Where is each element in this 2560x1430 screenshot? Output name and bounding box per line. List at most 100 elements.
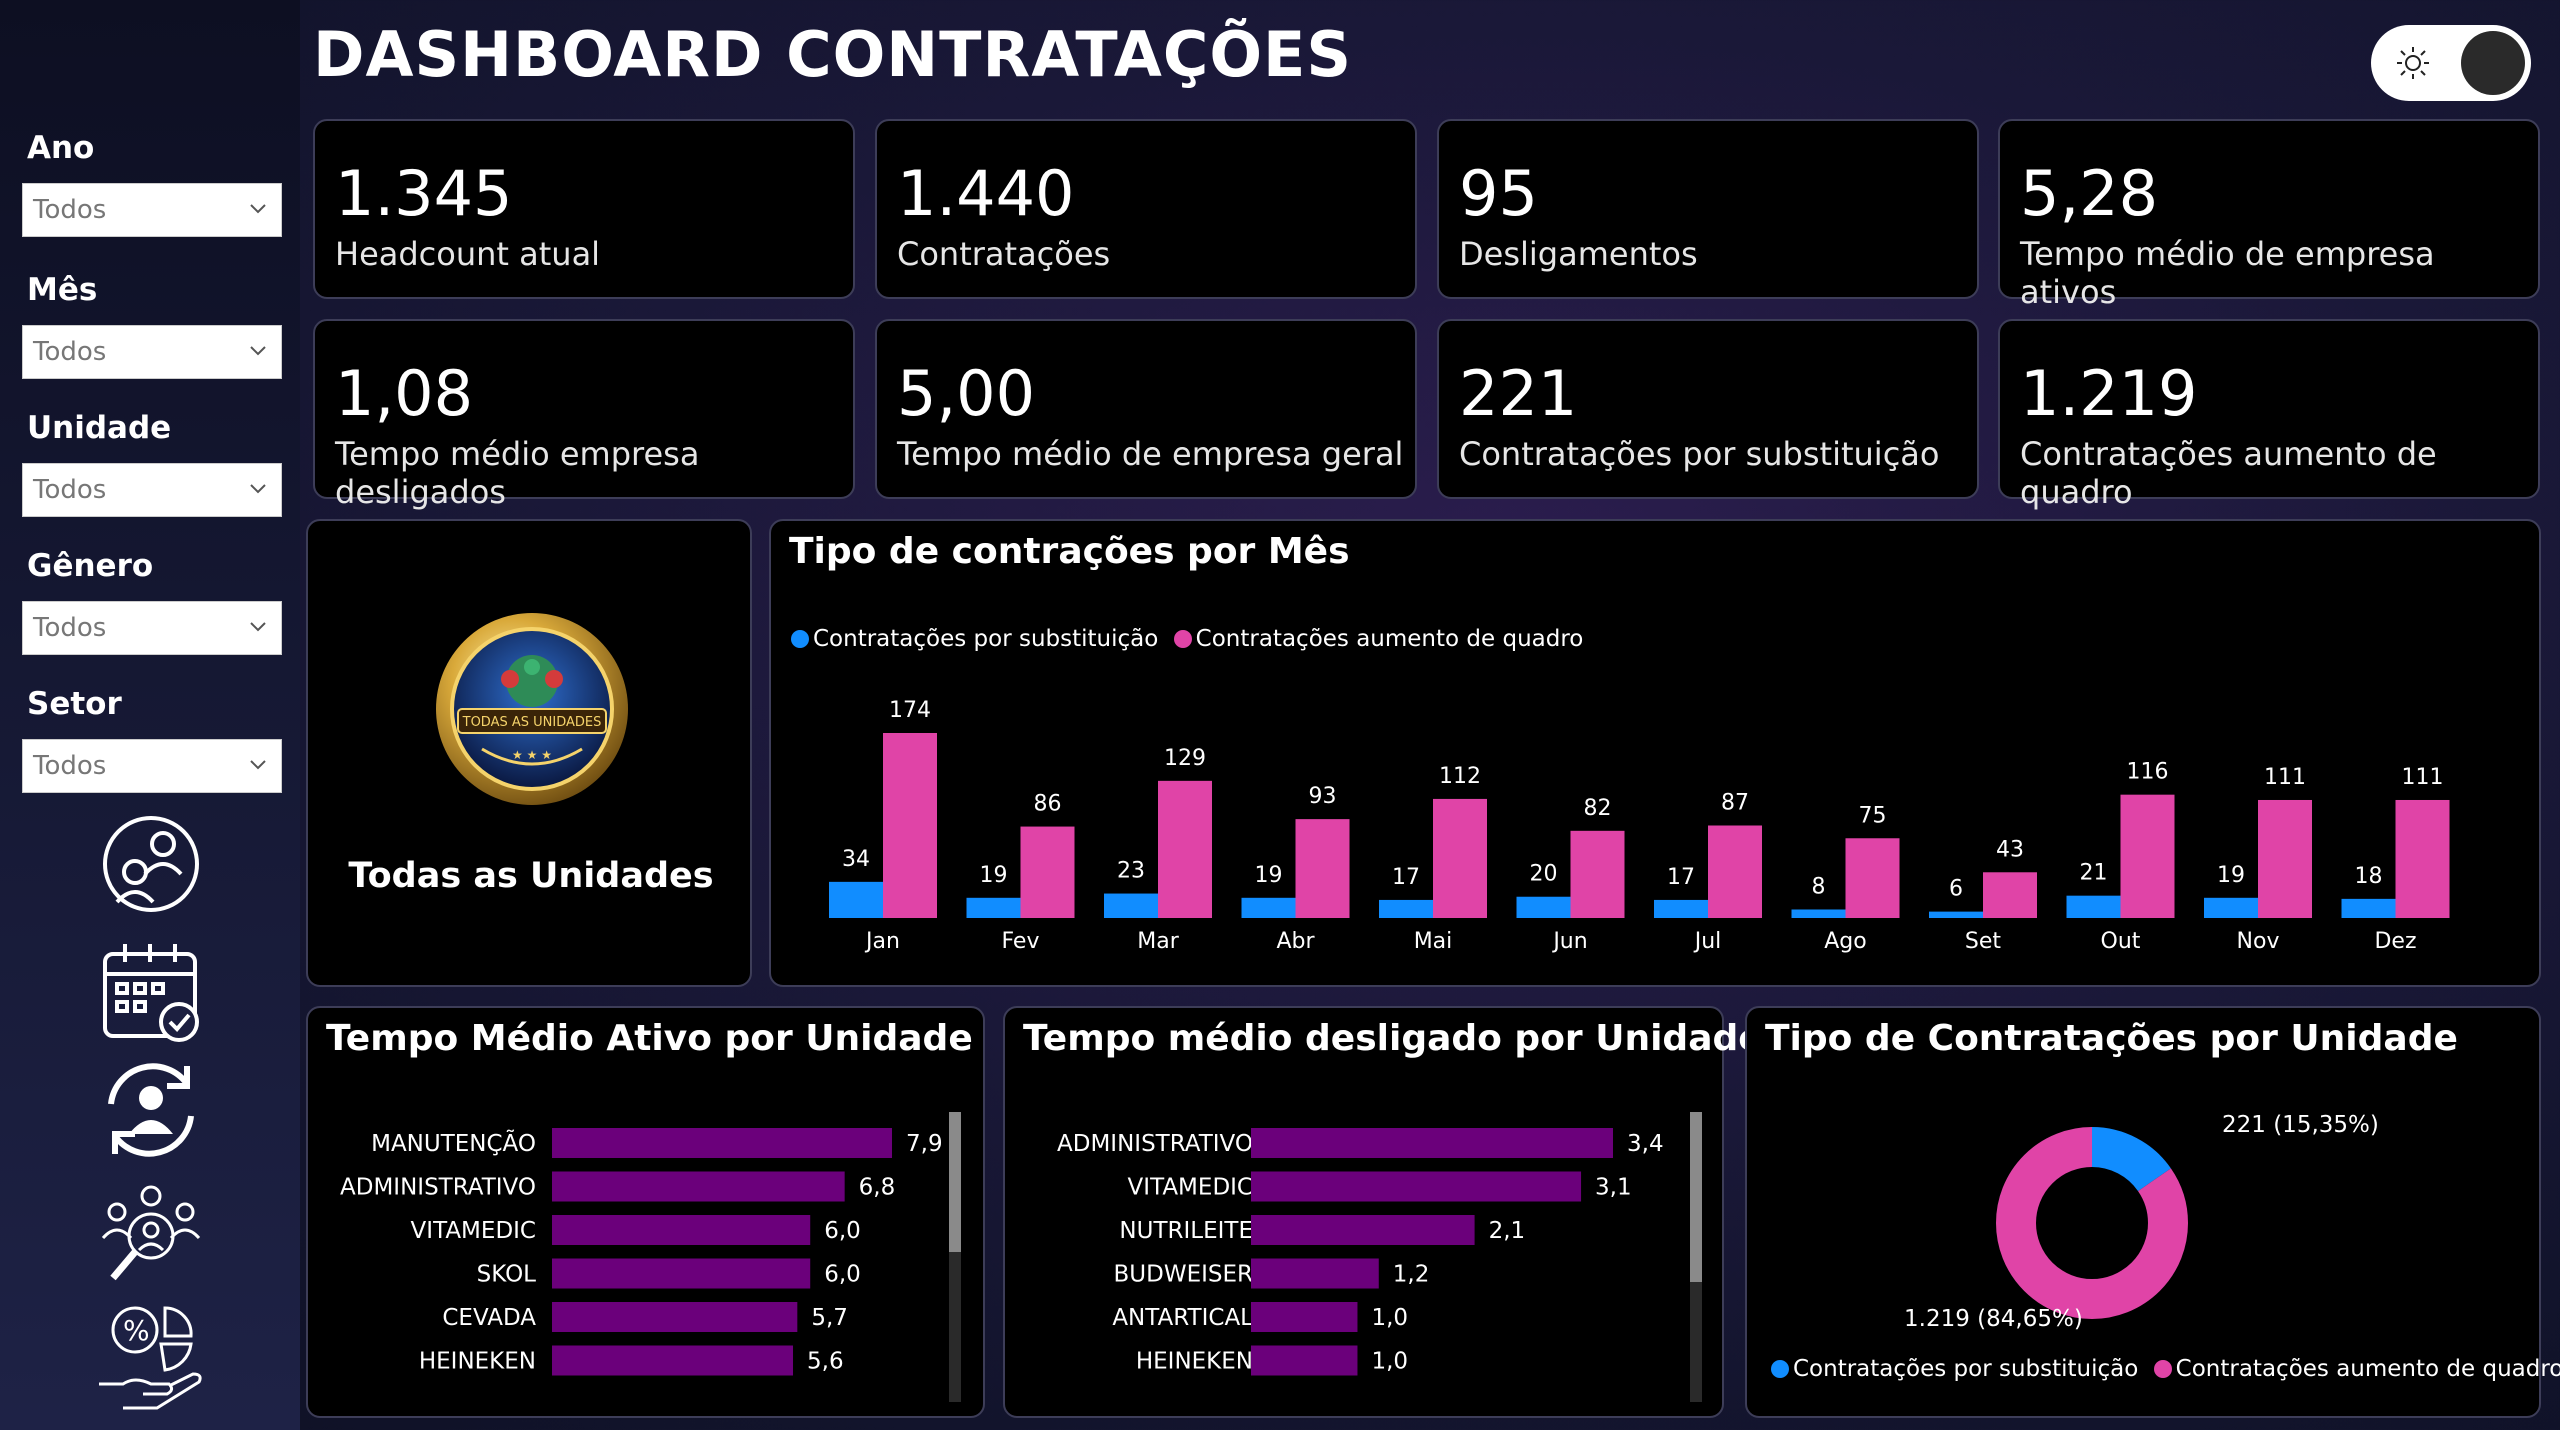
kpi-value: 1.440: [897, 157, 1075, 230]
percent-hand-icon[interactable]: %: [95, 1300, 207, 1412]
kpi-label: Tempo médio de empresa ativos: [2020, 235, 2435, 311]
theme-toggle[interactable]: [2371, 25, 2531, 101]
chevron-down-icon: [250, 760, 266, 770]
bar-cevada: [552, 1302, 798, 1332]
kpi-value: 5,00: [897, 357, 1036, 430]
data-label: 3,1: [1595, 1175, 1632, 1201]
x-tick-label: Jul: [1693, 929, 1722, 954]
data-label-aumento: 87: [1721, 791, 1749, 816]
data-label-substituicao: 19: [1255, 863, 1283, 888]
bar-nutrileite: [1251, 1215, 1475, 1245]
donut-label-aumento: 1.219 (84,65%): [1904, 1306, 2083, 1332]
x-tick-label: Mai: [1414, 929, 1453, 954]
people-cycle-icon[interactable]: [95, 808, 207, 920]
kpi-card-tempo-desligados: 1,08 Tempo médio empresa desligados: [313, 319, 855, 511]
x-tick-label: Jan: [864, 929, 900, 954]
kpi-value: 1,08: [335, 357, 474, 430]
filter-select-setor[interactable]: Todos: [22, 739, 282, 793]
calendar-check-icon[interactable]: [95, 936, 207, 1048]
bar-administrativo: [1251, 1128, 1613, 1158]
kpi-value: 221: [1459, 357, 1578, 430]
bar-manutenção: [552, 1128, 892, 1158]
unit-card[interactable]: TODAS AS UNIDADES ★ ★ ★ Todas as Unidade…: [306, 519, 752, 987]
team-search-icon[interactable]: [95, 1178, 207, 1290]
scrollbar-track[interactable]: [949, 1112, 961, 1402]
svg-text:%: %: [123, 1314, 150, 1347]
monthly-bar-chart: 34174Jan1986Fev23129Mar1993Abr17112Mai20…: [829, 698, 2450, 954]
x-tick-label: Mar: [1137, 929, 1179, 954]
data-label-substituicao: 6: [1949, 877, 1963, 902]
page-title: DASHBOARD CONTRATAÇÕES: [313, 18, 1353, 91]
category-label: VITAMEDIC: [411, 1218, 536, 1244]
filter-select-ano[interactable]: Todos: [22, 183, 282, 237]
bar-substituicao-set: [1929, 911, 1983, 918]
bar-vitamedic: [552, 1215, 811, 1245]
filter-select-mes[interactable]: Todos: [22, 325, 282, 379]
active-time-title: Tempo Médio Ativo por Unidade: [326, 1018, 973, 1059]
active-time-panel: Tempo Médio Ativo por Unidade MANUTENÇÃO…: [306, 1006, 985, 1418]
bar-substituicao-abr: [1241, 897, 1296, 918]
data-label-aumento: 112: [1439, 764, 1481, 789]
person-sync-icon[interactable]: [95, 1054, 207, 1166]
kpi-label: Desligamentos: [1459, 235, 1698, 273]
bar-budweiser: [1251, 1258, 1379, 1289]
bar-heineken: [1251, 1345, 1358, 1376]
bar-aumento-jun: [1570, 830, 1625, 918]
data-label: 1,0: [1371, 1349, 1408, 1375]
kpi-label: Contratações aumento de quadro: [2020, 435, 2437, 511]
filter-sidebar: Ano Todos Mês Todos Unidade Todos Gênero…: [0, 0, 300, 1430]
bar-substituicao-ago: [1791, 909, 1846, 918]
scrollbar-track[interactable]: [1690, 1112, 1702, 1402]
data-label: 5,6: [807, 1349, 844, 1375]
kpi-card-contratacoes: 1.440 Contratações: [875, 119, 1417, 299]
kpi-card-aumento-quadro: 1.219 Contratações aumento de quadro: [1998, 319, 2540, 511]
kpi-card-tempo-ativos: 5,28 Tempo médio de empresa ativos: [1998, 119, 2540, 311]
category-label: HEINEKEN: [419, 1349, 536, 1375]
active-time-bar-chart: MANUTENÇÃO 7,9 ADMINISTRATIVO 6,8 VITAMEDIC 6…: [340, 1128, 943, 1376]
bar-aumento-nov: [2258, 799, 2312, 918]
data-label: 6,0: [824, 1218, 861, 1244]
bar-aumento-mar: [1158, 780, 1212, 918]
data-label-substituicao: 23: [1117, 859, 1145, 884]
monthly-chart-legend: Contratações por substituição Contrataçõ…: [791, 626, 1583, 652]
data-label: 6,8: [859, 1175, 896, 1201]
legend-swatch-aumento: [1173, 630, 1192, 648]
filter-select-unidade[interactable]: Todos: [22, 463, 282, 517]
filter-value-ano: Todos: [33, 195, 107, 225]
legend-label-substituicao: Contratações por substituição: [1793, 1356, 2139, 1382]
filter-select-genero[interactable]: Todos: [22, 601, 282, 655]
bar-antartical: [1251, 1302, 1358, 1332]
bar-aumento-mai: [1433, 798, 1487, 918]
kpi-value: 1.345: [335, 157, 513, 230]
kpi-value: 5,28: [2020, 157, 2159, 230]
kpi-card-tempo-geral: 5,00 Tempo médio de empresa geral: [875, 319, 1417, 499]
bar-substituicao-dez: [2341, 898, 2396, 918]
legend-label-substituicao: Contratações por substituição: [813, 626, 1159, 652]
kpi-value: 95: [1459, 157, 1538, 230]
category-label: ADMINISTRATIVO: [1057, 1131, 1253, 1157]
chevron-down-icon: [250, 204, 266, 214]
data-label-substituicao: 18: [2355, 864, 2383, 889]
data-label-aumento: 111: [2402, 765, 2444, 790]
scrollbar-thumb[interactable]: [1690, 1112, 1702, 1282]
unit-badge-logo: TODAS AS UNIDADES ★ ★ ★: [436, 613, 628, 805]
kpi-label: Headcount atual: [335, 235, 601, 273]
bar-substituicao-nov: [2204, 897, 2258, 918]
data-label-aumento: 86: [1034, 792, 1062, 817]
filter-label-ano: Ano: [27, 130, 95, 166]
scrollbar-thumb[interactable]: [949, 1112, 961, 1252]
filter-label-genero: Gênero: [27, 548, 154, 584]
legend-swatch-substituicao: [791, 630, 809, 648]
category-label: NUTRILEITE: [1119, 1218, 1253, 1244]
kpi-label: Tempo médio empresa desligados: [335, 435, 700, 511]
bar-aumento-abr: [1295, 819, 1350, 918]
data-label: 1,0: [1371, 1305, 1408, 1331]
data-label: 1,2: [1393, 1262, 1430, 1288]
data-label: 2,1: [1489, 1218, 1526, 1244]
data-label-substituicao: 19: [2217, 863, 2245, 888]
data-label-substituicao: 17: [1667, 865, 1695, 890]
data-label: 3,4: [1627, 1131, 1664, 1157]
data-label-substituicao: 34: [842, 847, 870, 872]
bar-aumento-jul: [1708, 825, 1762, 918]
data-label-substituicao: 17: [1392, 865, 1420, 890]
